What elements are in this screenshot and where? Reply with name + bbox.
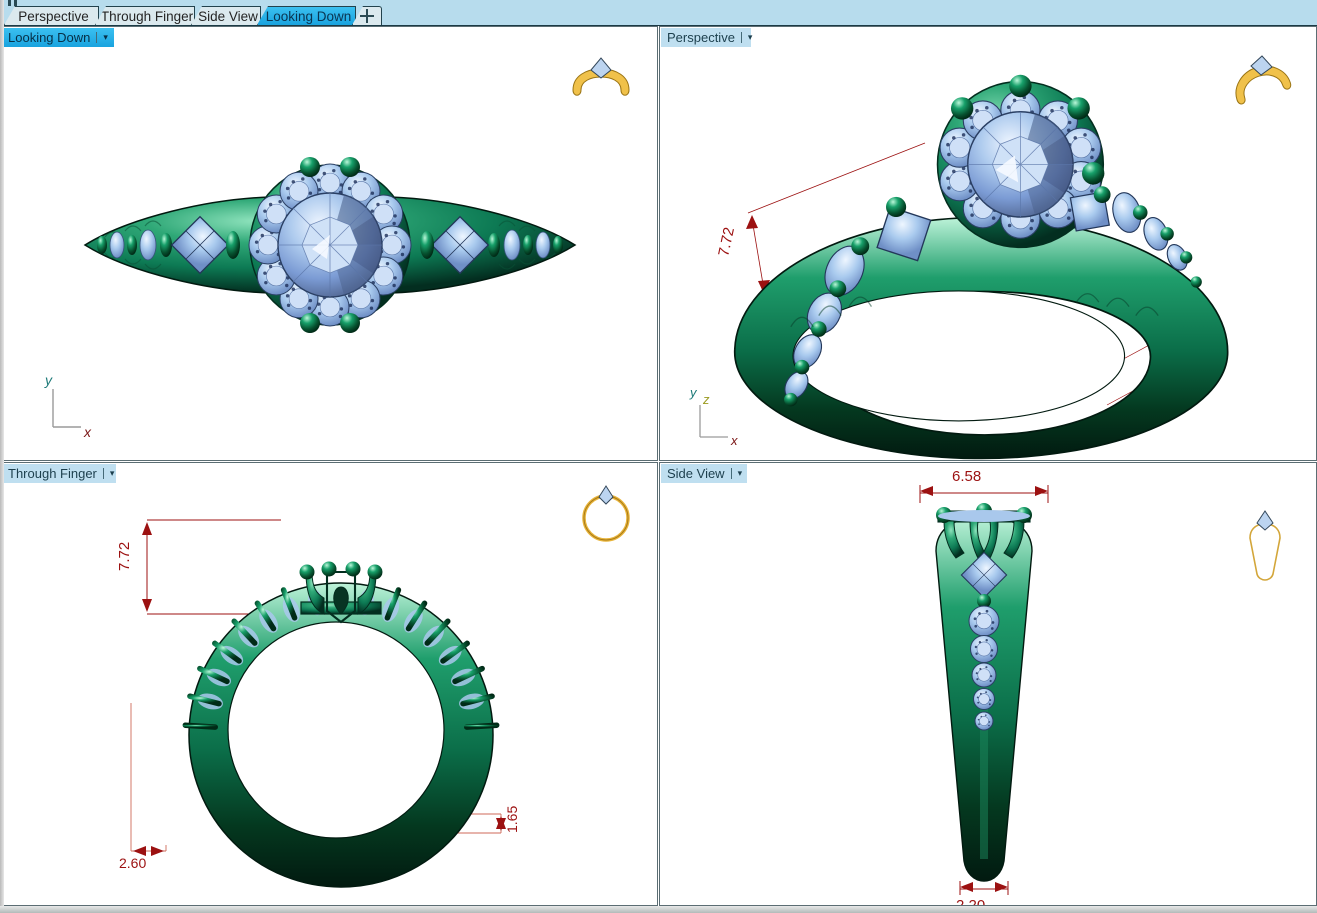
svg-text:2.60: 2.60 xyxy=(119,855,146,871)
svg-text:x: x xyxy=(83,424,92,440)
svg-text:7.72: 7.72 xyxy=(715,226,738,258)
svg-text:x: x xyxy=(730,433,738,448)
svg-text:7.72: 7.72 xyxy=(116,542,133,571)
svg-text:1.65: 1.65 xyxy=(504,806,520,833)
svg-text:y: y xyxy=(689,385,698,400)
svg-text:z: z xyxy=(702,392,710,407)
svg-text:y: y xyxy=(44,372,53,388)
svg-text:2.20: 2.20 xyxy=(956,897,985,906)
svg-text:6.58: 6.58 xyxy=(952,468,981,485)
